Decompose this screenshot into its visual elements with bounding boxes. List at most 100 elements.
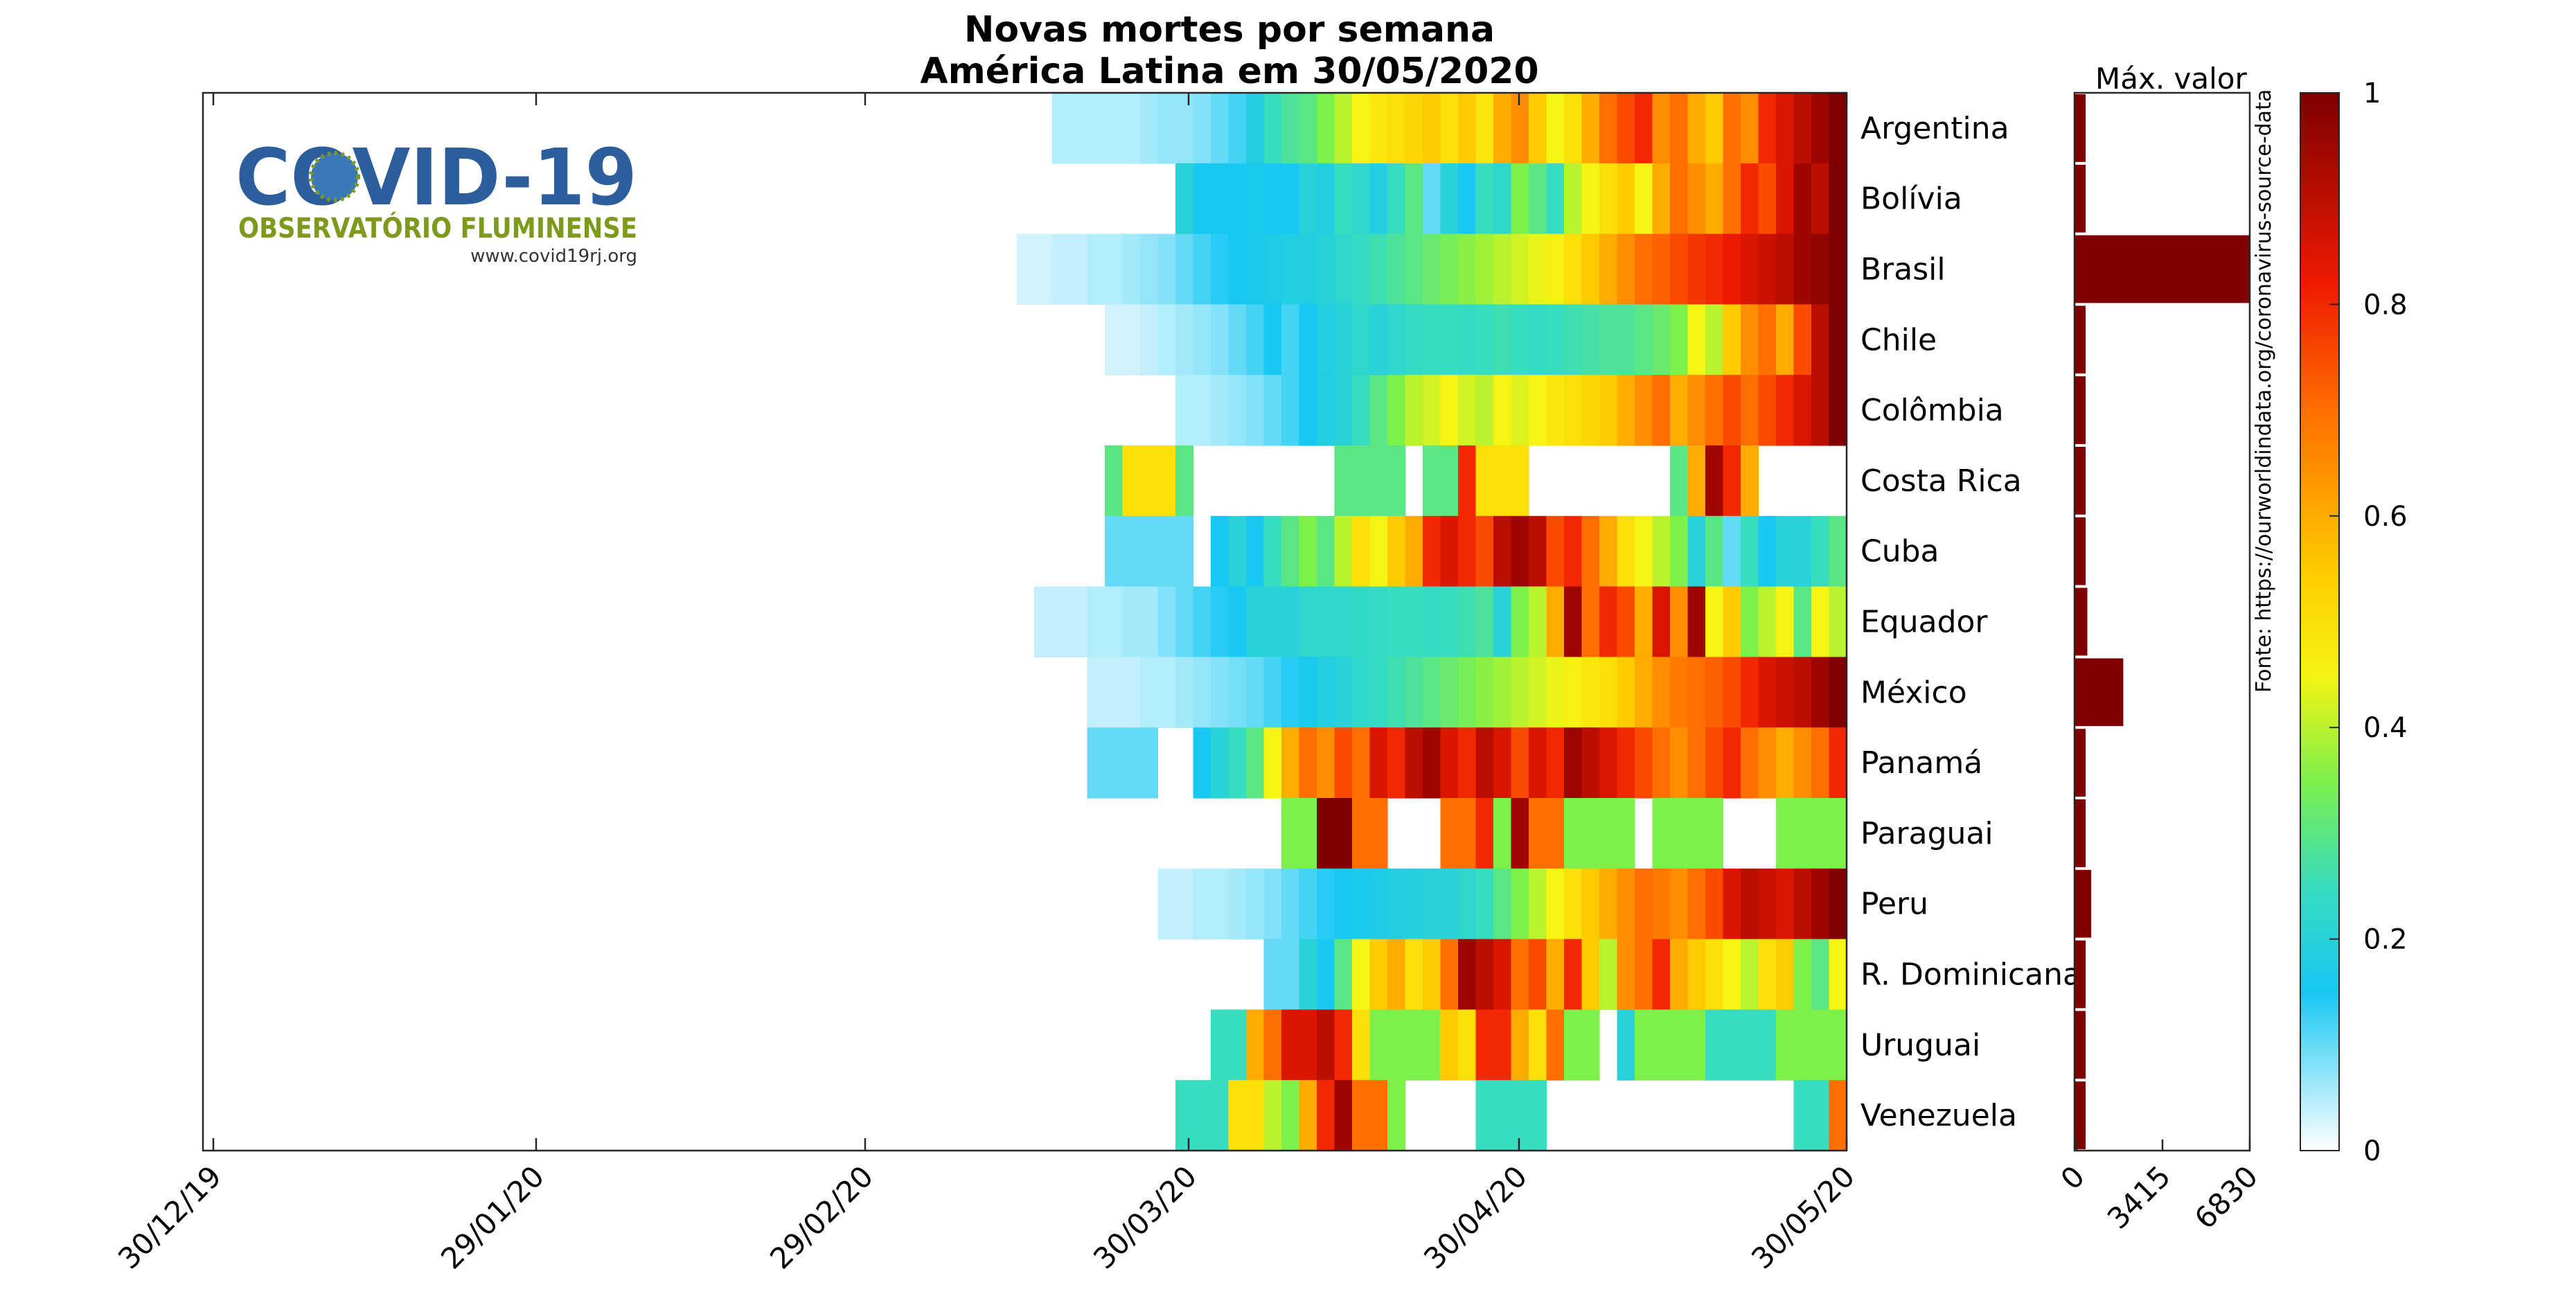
heatmap-cell <box>1511 445 1529 517</box>
heatmap-cell <box>1811 586 1830 657</box>
heatmap-cell <box>1758 727 1777 799</box>
heatmap-cell <box>1405 657 1423 728</box>
heatmap-cell <box>1352 868 1371 940</box>
colorbar-tick-label: 0.8 <box>2363 289 2408 321</box>
heatmap-cell <box>1811 515 1830 587</box>
heatmap-cell <box>1211 868 1229 940</box>
heatmap-cell <box>1299 798 1317 869</box>
heatmap-cell <box>1511 657 1529 728</box>
heatmap-cell <box>1228 586 1247 657</box>
heatmap-cell <box>1793 163 1812 235</box>
heatmap-cell <box>1352 515 1371 587</box>
heatmap-cell <box>1440 445 1459 517</box>
heatmap-cell <box>1829 939 1847 1010</box>
heatmap-cell <box>1741 939 1759 1010</box>
heatmap-cell <box>1529 233 1547 305</box>
heatmap-cell <box>1281 727 1300 799</box>
heatmap-cell <box>1811 1009 1830 1081</box>
heatmap-cell <box>1193 93 1211 164</box>
country-label: Equador <box>1860 605 1988 640</box>
heatmap-cell <box>1475 93 1494 164</box>
heatmap-cell <box>1635 657 1653 728</box>
heatmap-cell <box>1475 233 1494 305</box>
heatmap-cell <box>1369 304 1388 375</box>
heatmap-cell <box>1564 375 1583 446</box>
heatmap-cell <box>1652 586 1671 657</box>
heatmap-cell <box>1599 304 1618 375</box>
heatmap-cell <box>1140 93 1159 164</box>
heatmap-cell <box>1493 727 1512 799</box>
heatmap-cell <box>1334 1009 1353 1081</box>
heatmap-cell <box>1705 375 1724 446</box>
heatmap-cell <box>1741 1009 1759 1081</box>
heatmap-cell <box>1334 233 1353 305</box>
heatmap-cell <box>1317 798 1335 869</box>
heatmap-cell <box>1157 93 1176 164</box>
logo-url: www.covid19rj.org <box>470 246 637 267</box>
heatmap-cell <box>1475 939 1494 1010</box>
heatmap-cell <box>1758 375 1777 446</box>
heatmap-cell <box>1458 657 1477 728</box>
heatmap-cell <box>1193 1080 1211 1151</box>
heatmap-cell <box>1652 163 1671 235</box>
heatmap-cell <box>1299 233 1317 305</box>
heatmap-cell <box>1829 727 1847 799</box>
heatmap-cell <box>1352 304 1371 375</box>
heatmap-cell <box>1051 586 1070 657</box>
heatmap-cell <box>1334 939 1353 1010</box>
heatmap-cell <box>1811 1080 1830 1151</box>
heatmap-cell <box>1687 163 1706 235</box>
heatmap-cell <box>1423 939 1441 1010</box>
heatmap-cell <box>1793 727 1812 799</box>
heatmap-cell <box>1829 868 1847 940</box>
colorbar-ticks: 0 0.2 0.4 0.6 0.8 1 <box>2329 78 2408 1167</box>
heatmap-cell <box>1723 939 1741 1010</box>
heatmap-cell <box>1369 798 1388 869</box>
heatmap-cell <box>1687 657 1706 728</box>
heatmap-cell <box>1334 868 1353 940</box>
heatmap-cell <box>1122 233 1141 305</box>
heatmap-cell <box>1493 93 1512 164</box>
heatmap-cell <box>1369 586 1388 657</box>
heatmap-cell <box>1829 798 1847 869</box>
heatmap-cell <box>1458 798 1477 869</box>
heatmap-cell <box>1369 233 1388 305</box>
heatmap-cell <box>1334 163 1353 235</box>
heatmap-cell <box>1776 163 1795 235</box>
colorbar-tick-label: 0 <box>2363 1135 2381 1167</box>
heatmap-cell <box>1016 233 1035 305</box>
heatmap-cell <box>1281 1080 1300 1151</box>
heatmap-cell <box>1776 233 1795 305</box>
heatmap-cell <box>1581 868 1600 940</box>
heatmap-cell <box>1423 233 1441 305</box>
heatmap-cell <box>1228 163 1247 235</box>
heatmap-cell <box>1317 515 1335 587</box>
heatmap-cell <box>1175 93 1194 164</box>
heatmap-cell <box>1511 163 1529 235</box>
heatmap-cell <box>1105 93 1123 164</box>
heatmap-cell <box>1369 515 1388 587</box>
heatmap-cell <box>1687 304 1706 375</box>
heatmap-cell <box>1140 727 1159 799</box>
heatmap-cell <box>1617 93 1635 164</box>
heatmap-cell <box>1617 798 1635 869</box>
heatmap-cell <box>1723 868 1741 940</box>
heatmap-cell <box>1670 657 1689 728</box>
heatmap-cell <box>1670 445 1689 517</box>
heatmap-cell <box>1529 163 1547 235</box>
heatmap-cell <box>1741 515 1759 587</box>
heatmap-cell <box>1175 868 1194 940</box>
x-tick-label: 30/05/20 <box>1745 1159 1861 1275</box>
heatmap-cell <box>1617 868 1635 940</box>
heatmap-cell <box>1211 304 1229 375</box>
heatmap-cell <box>1652 233 1671 305</box>
heatmap-cell <box>1687 868 1706 940</box>
heatmap-cell <box>1564 304 1583 375</box>
heatmap-cell <box>1705 727 1724 799</box>
heatmap-cell <box>1687 727 1706 799</box>
heatmap-cell <box>1440 515 1459 587</box>
heatmap-cell <box>1175 304 1194 375</box>
x-tick-label: 30/03/20 <box>1087 1159 1203 1275</box>
heatmap-cell <box>1387 515 1406 587</box>
